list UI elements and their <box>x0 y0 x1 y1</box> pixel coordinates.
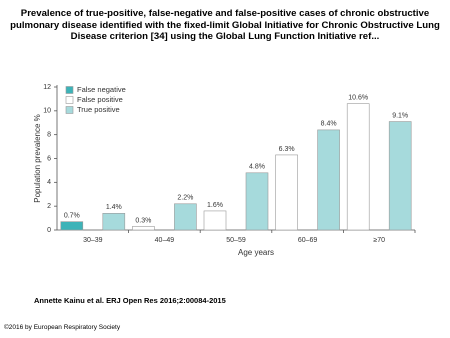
x-tick-label: 40–49 <box>155 237 175 244</box>
y-tick-label: 0 <box>47 227 51 234</box>
value-label: 4.8% <box>249 164 265 171</box>
value-label: 1.4% <box>106 204 122 211</box>
x-tick-label: ≥70 <box>373 237 385 244</box>
chart-title: Prevalence of true-positive, false-negat… <box>10 8 440 42</box>
y-tick-label: 8 <box>47 132 51 139</box>
y-tick-label: 12 <box>43 84 51 91</box>
bar <box>132 226 155 231</box>
copyright: ©2016 by European Respiratory Society <box>4 324 121 331</box>
x-axis-label: Age years <box>238 248 274 257</box>
bar <box>174 203 197 231</box>
bar <box>203 210 227 231</box>
y-tick-label: 4 <box>47 179 51 186</box>
legend-swatch <box>65 96 74 104</box>
y-tick-label: 2 <box>47 203 51 210</box>
bar <box>388 121 412 231</box>
legend-label: False positive <box>77 95 123 104</box>
value-label: 10.6% <box>348 95 368 102</box>
bar <box>102 213 126 231</box>
value-label: 0.7% <box>64 213 80 220</box>
legend-label: True positive <box>77 105 120 114</box>
x-tick-label: 60–69 <box>298 237 318 244</box>
legend-swatch <box>65 86 74 94</box>
value-label: 1.6% <box>207 202 223 209</box>
bar <box>317 129 340 231</box>
value-label: 0.3% <box>135 217 151 224</box>
x-tick-label: 50–59 <box>226 237 246 244</box>
legend-swatch <box>65 106 74 114</box>
x-tick-label: 30–39 <box>83 237 103 244</box>
y-axis-label: Population prevalence % <box>33 114 42 203</box>
value-label: 8.4% <box>321 121 337 128</box>
y-tick-label: 6 <box>47 155 51 162</box>
legend-label: False negative <box>77 85 126 94</box>
value-label: 2.2% <box>177 195 193 202</box>
bar <box>245 172 269 231</box>
y-tick-label: 10 <box>43 108 51 115</box>
bar <box>275 154 298 231</box>
source: Annette Kainu et al. ERJ Open Res 2016;2… <box>34 296 226 305</box>
value-label: 6.3% <box>279 146 295 153</box>
bar <box>60 221 84 231</box>
value-label: 9.1% <box>392 112 408 119</box>
bar <box>346 103 370 231</box>
